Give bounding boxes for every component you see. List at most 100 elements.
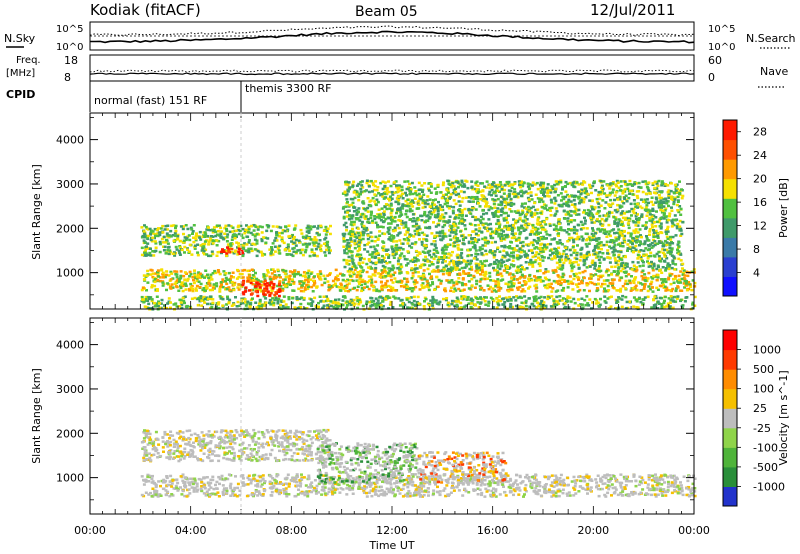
heatmap-cell [675,191,679,194]
heatmap-cell [313,281,317,285]
heatmap-cell [299,273,302,277]
heatmap-cell [176,237,180,240]
heatmap-cell [390,216,393,219]
heatmap-cell [538,258,542,261]
heatmap-cell [143,236,147,239]
heatmap-cell [416,271,420,274]
heatmap-cell [209,273,213,277]
heatmap-cell [271,277,275,281]
heatmap-cell [257,305,261,308]
heatmap-cell [566,240,570,243]
heatmap-cell [529,191,533,194]
heatmap-cell [370,300,374,304]
heatmap-cell [638,264,642,268]
heatmap-cell [559,283,563,287]
heatmap-cell [680,196,684,200]
heatmap-cell [363,226,367,229]
heatmap-cell [345,225,349,229]
heatmap-cell [420,275,424,278]
heatmap-cell [444,212,448,215]
heatmap-cell [527,198,531,201]
heatmap-cell [202,252,206,256]
heatmap-cell [382,245,386,248]
heatmap-cell [356,249,360,253]
heatmap-cell [649,251,653,255]
heatmap-cell [540,300,544,303]
heatmap-cell [605,243,608,247]
heatmap-cell [470,265,473,269]
heatmap-cell [366,237,370,241]
heatmap-cell [656,276,660,279]
heatmap-cell [531,263,535,266]
heatmap-cell [535,251,539,254]
heatmap-cell [192,278,195,282]
heatmap-cell [617,253,621,257]
heatmap-cell [247,231,251,234]
heatmap-cell [179,274,183,278]
heatmap-cell [149,273,153,276]
heatmap-cell [569,264,573,267]
heatmap-cell [405,204,409,208]
heatmap-cell [327,249,331,252]
heatmap-cell [164,273,168,277]
heatmap-cell [581,237,585,241]
heatmap-cell [400,188,404,192]
heatmap-cell [654,225,658,228]
heatmap-cell [165,270,169,273]
heatmap-cell [154,272,158,275]
heatmap-cell [495,297,499,300]
heatmap-cell [310,250,314,254]
heatmap-cell [313,275,316,278]
heatmap-cell [164,224,168,228]
heatmap-cell [538,264,542,268]
heatmap-cell [563,280,567,283]
heatmap-cell [636,213,639,216]
heatmap-cell [278,231,281,235]
heatmap-cell [512,277,515,281]
heatmap-cell [182,239,186,242]
heatmap-cell [598,270,602,273]
heatmap-cell [627,300,631,303]
heatmap-cell [683,274,687,277]
heatmap-cell [403,233,407,236]
heatmap-cell [621,190,625,193]
heatmap-cell [367,259,371,262]
heatmap-cell [668,264,672,267]
heatmap-cell [459,183,463,187]
heatmap-cell [495,306,499,309]
heatmap-cell [572,277,576,281]
heatmap-cell [434,225,438,228]
heatmap-cell [614,239,618,242]
heatmap-cell [244,249,248,253]
heatmap-cell [160,298,164,302]
heatmap-cell [579,228,583,231]
heatmap-cell [597,258,601,261]
heatmap-cell [552,299,556,303]
heatmap-cell [407,205,411,208]
heatmap-cell [371,261,375,265]
heatmap-cell [153,232,157,236]
heatmap-cell [646,257,650,260]
heatmap-cell [560,289,564,292]
heatmap-cell [634,229,638,233]
heatmap-cell [144,249,147,252]
heatmap-cell [457,261,460,264]
heatmap-cell [469,212,473,215]
heatmap-cell [499,264,503,267]
heatmap-cell [481,182,484,185]
heatmap-cell [524,228,528,231]
heatmap-cell [597,237,601,240]
heatmap-cell [622,270,626,274]
heatmap-cell [378,216,382,220]
heatmap-cell [386,230,390,234]
heatmap-cell [287,235,291,238]
heatmap-cell [383,267,387,271]
heatmap-cell [381,180,385,183]
heatmap-cell [298,282,302,285]
heatmap-cell [490,188,494,192]
heatmap-cell [528,263,531,266]
heatmap-cell [679,207,683,211]
heatmap-cell [616,263,620,266]
heatmap-cell [430,242,434,246]
heatmap-cell [292,282,296,285]
